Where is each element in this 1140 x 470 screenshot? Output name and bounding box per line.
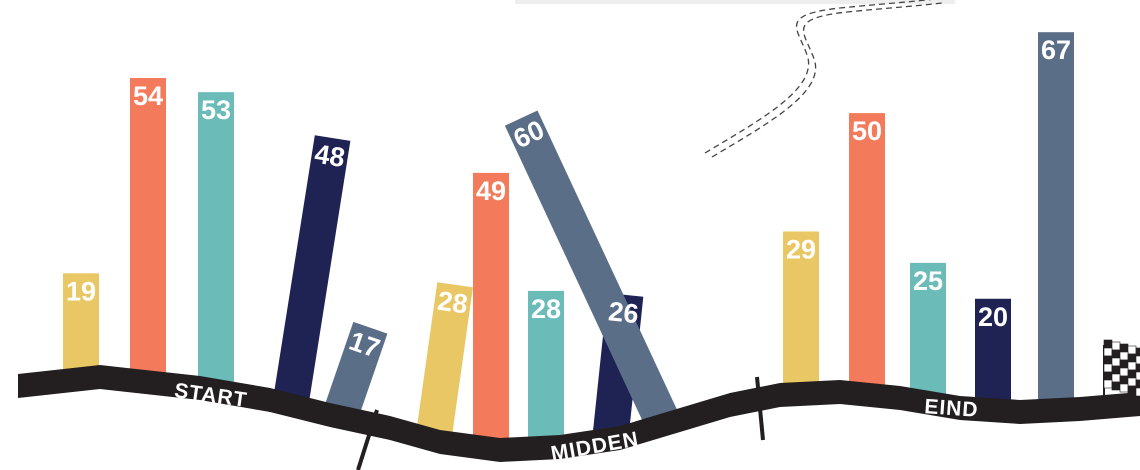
flag-square [1135, 347, 1140, 357]
flag-square [1119, 375, 1129, 385]
flag-square [1135, 355, 1140, 365]
flag-square [1111, 373, 1121, 383]
flag-square [1111, 381, 1121, 391]
bar-rect [130, 78, 166, 385]
bar-value-label-group: 54 [133, 81, 163, 111]
bar-value-label: 67 [1041, 35, 1071, 65]
road-divider-1 [356, 409, 379, 470]
bar-midden-3 [528, 290, 564, 450]
bar-rect [910, 262, 946, 405]
flag-square [1111, 357, 1121, 367]
bar-value-label: 48 [313, 139, 347, 173]
bar-value-label-group: 49 [476, 176, 506, 206]
flag-square [1103, 363, 1113, 373]
bar-value-label-group: 28 [436, 286, 470, 320]
bars-layer [63, 32, 1074, 451]
bar-rect [63, 273, 99, 382]
finish-flag-icon [1103, 339, 1140, 405]
bar-value-label: 28 [531, 294, 561, 324]
bar-value-label: 29 [786, 234, 816, 264]
flag-square [1135, 363, 1140, 373]
bar-value-label: 54 [133, 81, 163, 111]
bar-start-4 [272, 135, 351, 410]
flag-square [1103, 339, 1113, 349]
bar-rect [272, 135, 351, 410]
bar-eind-5 [1038, 32, 1074, 413]
bar-midden-2 [473, 172, 509, 451]
flag-square [1127, 361, 1137, 371]
flag-square [1103, 347, 1113, 357]
bar-value-label: 28 [436, 286, 470, 320]
bar-value-label-group: 20 [978, 302, 1008, 332]
dashed-trail-inner [711, 2, 943, 158]
bar-midden-5 [504, 110, 682, 435]
bar-rect [975, 298, 1011, 413]
segment-label-eind: EIND [924, 395, 980, 422]
flag-square [1127, 369, 1137, 379]
bar-value-label-group: 48 [313, 139, 347, 173]
bar-eind-1 [783, 231, 819, 396]
flag-square [1103, 355, 1113, 365]
bar-value-label-group: 19 [66, 276, 96, 306]
bar-value-label-group: 53 [201, 95, 231, 125]
bar-value-label-group: 67 [1041, 35, 1071, 65]
bar-rect [198, 92, 234, 393]
bar-rect [849, 113, 885, 397]
flag-square [1135, 387, 1140, 397]
bar-start-5 [321, 321, 388, 425]
bar-value-label: 19 [66, 276, 96, 306]
flag-square [1127, 377, 1137, 387]
flag-square [1135, 379, 1140, 389]
bar-value-label: 49 [476, 176, 506, 206]
flag-square [1119, 343, 1129, 353]
flag-square [1127, 385, 1137, 395]
bar-eind-2 [849, 113, 885, 397]
bar-value-label-group: 29 [786, 234, 816, 264]
bar-rect [321, 321, 388, 425]
flag-square [1111, 341, 1121, 351]
flag-square [1119, 367, 1129, 377]
bar-start-3 [198, 92, 234, 393]
flag-square [1111, 365, 1121, 375]
bar-eind-4 [975, 298, 1011, 413]
bar-midden-1 [415, 282, 473, 445]
flag-square [1127, 345, 1137, 355]
dashed-trail-outer [704, 0, 932, 154]
bar-value-label: 20 [978, 302, 1008, 332]
road-divider-2 [755, 376, 765, 441]
bar-rect [415, 282, 473, 445]
bar-rect [473, 172, 509, 451]
flag-square [1119, 351, 1129, 361]
bar-rect [504, 110, 682, 435]
top-shadow-bar [515, 0, 955, 4]
bar-value-label: 26 [607, 296, 640, 329]
checkered-flag [1103, 339, 1140, 397]
bar-rect [783, 231, 819, 396]
bar-value-label: 25 [913, 266, 943, 296]
bar-rect [1038, 32, 1074, 413]
flag-square [1111, 349, 1121, 359]
flag-square [1103, 379, 1113, 389]
bar-eind-3 [910, 262, 946, 405]
bar-rect [528, 290, 564, 450]
bar-value-label-group: 28 [531, 294, 561, 324]
bar-start-2 [130, 78, 166, 385]
bar-value-label-group: 26 [607, 296, 640, 329]
bar-value-label: 50 [852, 116, 882, 146]
bar-start-1 [63, 273, 99, 382]
flag-square [1119, 383, 1129, 393]
flag-square [1127, 353, 1137, 363]
flag-square [1103, 371, 1113, 381]
flag-square [1135, 371, 1140, 381]
bar-value-label-group: 50 [852, 116, 882, 146]
bar-value-label: 53 [201, 95, 231, 125]
bar-value-label-group: 25 [913, 266, 943, 296]
road [18, 365, 1140, 462]
flag-square [1119, 359, 1129, 369]
